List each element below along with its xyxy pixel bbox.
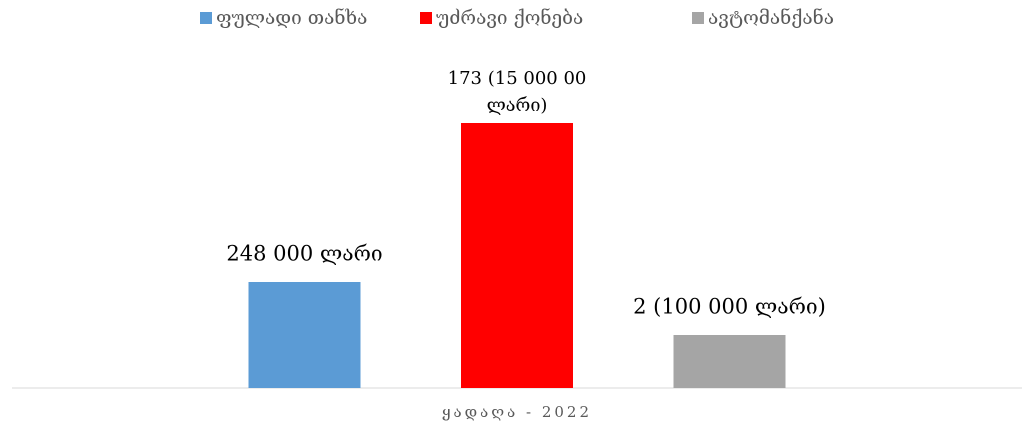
annotation: 2 (100 000 ლარი)	[633, 295, 826, 319]
annotation: 248 000 ლარი	[226, 242, 382, 266]
legend-label: უძრავი ქონება	[436, 7, 583, 29]
bar	[673, 335, 786, 388]
bar	[248, 282, 361, 388]
legend-swatch	[692, 12, 704, 24]
x-tick-label: ყადაღა - 2022	[442, 403, 592, 421]
legend-label: ავტომანქანა	[708, 7, 834, 29]
legend-swatch	[420, 12, 432, 24]
annotation: 173 (15 000 00 ლარი)	[448, 68, 587, 116]
legend-swatch	[200, 12, 212, 24]
bar	[461, 123, 573, 388]
legend-label: ფულადი თანხა	[216, 7, 367, 29]
annotation-line: ლარი)	[487, 95, 548, 116]
annotation-line: 173 (15 000 00	[448, 68, 587, 89]
